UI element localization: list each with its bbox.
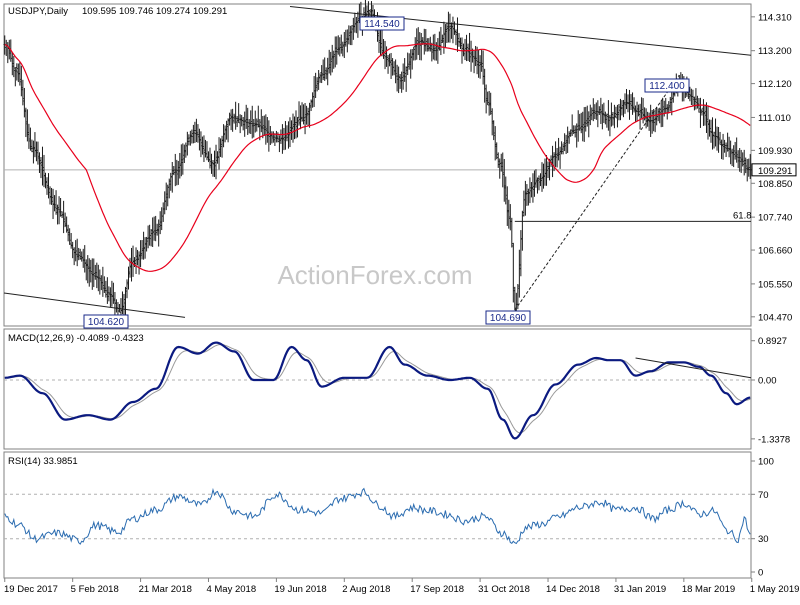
price-y-tick-label: 114.310 bbox=[758, 12, 792, 23]
rsi-panel-frame bbox=[3, 451, 752, 579]
low-104-620-label: 104.620 bbox=[88, 317, 125, 328]
price-panel-title: USDJPY,Daily bbox=[8, 6, 68, 17]
x-tick-label: 31 Oct 2018 bbox=[478, 584, 530, 595]
x-tick-label: 17 Sep 2018 bbox=[410, 584, 464, 595]
fib-61-8-label: 61.8 bbox=[733, 210, 752, 221]
macd-y-tick-label: 0.00 bbox=[758, 376, 777, 387]
macd-panel-title: MACD(12,26,9) -0.4089 -0.4323 bbox=[8, 333, 144, 344]
price-bars bbox=[3, 0, 752, 325]
rsi-y-tick-label: 0 bbox=[758, 568, 763, 579]
macd-trendline bbox=[635, 357, 752, 379]
price-y-tick-label: 105.550 bbox=[758, 279, 792, 290]
rsi-y-tick-label: 70 bbox=[758, 490, 769, 501]
price-ohlc-header: 109.595 109.746 109.274 109.291 bbox=[82, 6, 227, 17]
x-axis: 19 Dec 2017 5 Feb 2018 21 Mar 2018 4 May 20… bbox=[4, 578, 799, 595]
macd-signal-line bbox=[4, 343, 751, 434]
x-tick-label: 5 Feb 2018 bbox=[71, 584, 119, 595]
macd-y-tick-label: -1.3378 bbox=[758, 434, 790, 445]
price-moving-average bbox=[4, 43, 751, 272]
x-tick-label: 2 Aug 2018 bbox=[342, 584, 390, 595]
price-y-tick-label: 112.120 bbox=[758, 79, 792, 90]
rsi-y-tick-label: 100 bbox=[758, 457, 774, 468]
lower-channel-line bbox=[3, 292, 186, 318]
x-tick-label: 18 Mar 2019 bbox=[682, 584, 735, 595]
current-price-label: 109.291 bbox=[758, 166, 792, 177]
high-114-540-label-box bbox=[359, 16, 405, 31]
watermark: ActionForex.com bbox=[277, 260, 472, 290]
x-tick-label: 21 Mar 2018 bbox=[139, 584, 192, 595]
x-tick-label: 14 Dec 2018 bbox=[546, 584, 600, 595]
macd-lines bbox=[4, 341, 752, 440]
price-y-tick-label: 111.010 bbox=[758, 113, 791, 124]
x-tick-label: 19 Jun 2018 bbox=[274, 584, 326, 595]
rsi-panel-title: RSI(14) 33.9851 bbox=[8, 456, 78, 467]
rsi-y-tick-label: 30 bbox=[758, 534, 769, 545]
macd-axis: 0.8927 0.00 -1.3378 bbox=[4, 336, 790, 445]
price-y-tick-label: 108.850 bbox=[758, 179, 792, 190]
high-114-540-label: 114.540 bbox=[364, 19, 400, 30]
x-tick-label: 4 May 2018 bbox=[206, 584, 256, 595]
high-112-400-label: 112.400 bbox=[649, 81, 685, 92]
price-y-tick-label: 109.930 bbox=[758, 146, 792, 157]
x-tick-label: 31 Jan 2019 bbox=[614, 584, 666, 595]
macd-main-line bbox=[4, 341, 751, 440]
retracement-dashed-line bbox=[514, 74, 680, 311]
x-tick-label: 19 Dec 2017 bbox=[4, 584, 58, 595]
moving-average-line bbox=[4, 43, 751, 272]
rsi-line bbox=[4, 487, 751, 545]
price-annotations: 114.540 112.400 104.620 104.690 61.8 109.291 bbox=[83, 16, 797, 329]
current-price-tag bbox=[751, 163, 797, 177]
price-axis: 114.310 113.200 112.120 111.010 109.930 108.8… bbox=[751, 12, 792, 323]
price-y-tick-label: 104.470 bbox=[758, 312, 792, 323]
price-panel-frame bbox=[3, 3, 752, 327]
rsi-axis: 100 70 30 0 bbox=[4, 457, 774, 579]
low-104-690-label-box bbox=[485, 310, 531, 325]
x-tick-label: 1 May 2019 bbox=[750, 584, 800, 595]
macd-y-tick-label: 0.8927 bbox=[758, 336, 787, 347]
rsi-lines bbox=[4, 487, 751, 545]
low-104-690-label: 104.690 bbox=[490, 313, 527, 324]
low-104-620-label-box bbox=[83, 314, 129, 329]
price-y-tick-label: 113.200 bbox=[758, 46, 792, 57]
macd-panel-frame bbox=[3, 328, 752, 450]
high-112-400-label-box bbox=[644, 78, 690, 93]
price-y-tick-label: 106.660 bbox=[758, 246, 792, 257]
price-y-tick-label: 107.740 bbox=[758, 213, 792, 224]
